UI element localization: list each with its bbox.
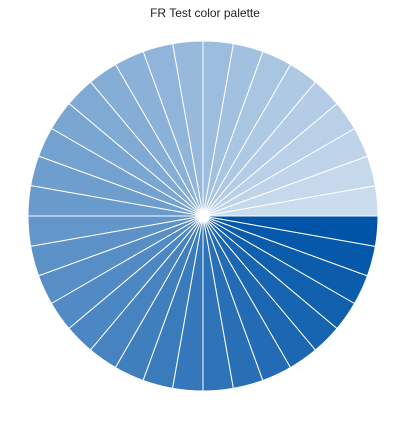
- chart-title: FR Test color palette: [150, 6, 260, 20]
- pie-slice-36: [202, 215, 379, 247]
